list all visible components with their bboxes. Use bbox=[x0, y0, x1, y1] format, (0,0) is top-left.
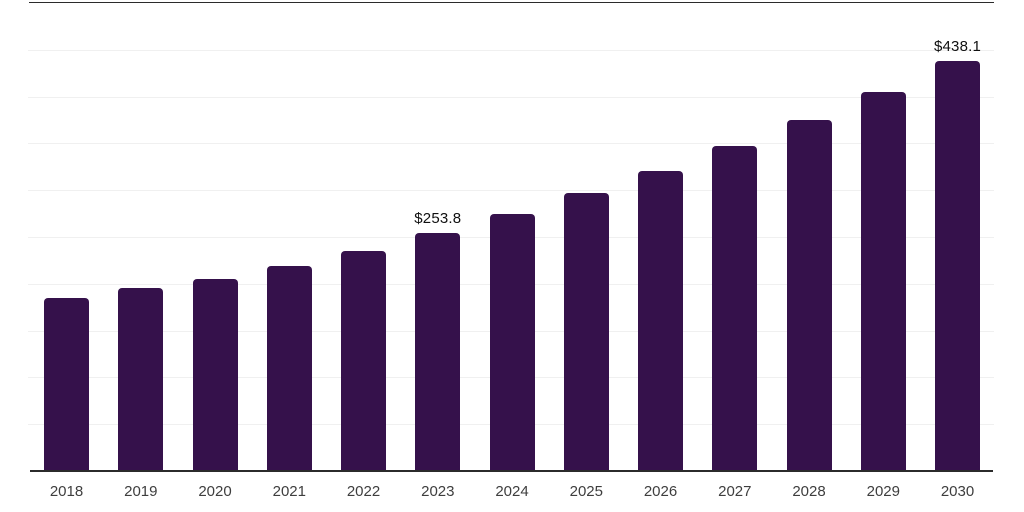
x-tick-label-2020: 2020 bbox=[198, 483, 232, 500]
x-tick-label-2019: 2019 bbox=[124, 483, 158, 500]
bar-2027[interactable] bbox=[712, 146, 758, 471]
x-tick-label-2029: 2029 bbox=[866, 483, 900, 500]
bar-2030[interactable] bbox=[935, 60, 980, 471]
bar-2024[interactable] bbox=[489, 214, 535, 471]
bar-value-label-2023: $253.8 bbox=[414, 210, 462, 228]
x-tick-label-2028: 2028 bbox=[792, 483, 826, 500]
x-tick-label-2021: 2021 bbox=[272, 483, 306, 500]
x-tick-label-2027: 2027 bbox=[718, 483, 752, 500]
x-axis-labels: 2018 2019 2020 2021 2022 2023 2024 2025 2026 2027… bbox=[29, 483, 994, 505]
bar-2022[interactable] bbox=[341, 250, 386, 471]
x-axis-line bbox=[30, 470, 993, 472]
bar-value-label-2030: $438.1 bbox=[933, 37, 982, 55]
bar-2025[interactable] bbox=[563, 193, 609, 471]
bar-2023[interactable] bbox=[415, 233, 461, 471]
bar-2020[interactable] bbox=[192, 279, 238, 471]
bar-2028[interactable] bbox=[786, 120, 832, 471]
gridline-400 bbox=[28, 96, 994, 98]
bar-2018[interactable] bbox=[44, 297, 89, 471]
plot-area: $253.8 $438.1 bbox=[28, 2, 994, 472]
bar-2019[interactable] bbox=[118, 287, 164, 471]
x-tick-label-2025: 2025 bbox=[569, 483, 603, 500]
x-tick-label-2030: 2030 bbox=[940, 483, 975, 500]
gridline-450 bbox=[28, 49, 994, 51]
x-tick-label-2023: 2023 bbox=[421, 483, 455, 500]
bar-2026[interactable] bbox=[638, 170, 683, 471]
x-tick-label-2024: 2024 bbox=[495, 483, 529, 500]
bar-2021[interactable] bbox=[266, 265, 312, 471]
x-tick-label-2026: 2026 bbox=[643, 483, 678, 500]
gridline-350 bbox=[28, 143, 994, 145]
bar-2029[interactable] bbox=[860, 91, 906, 471]
x-tick-label-2018: 2018 bbox=[49, 483, 84, 500]
gridline-300 bbox=[28, 190, 994, 192]
x-tick-label-2022: 2022 bbox=[346, 483, 381, 500]
